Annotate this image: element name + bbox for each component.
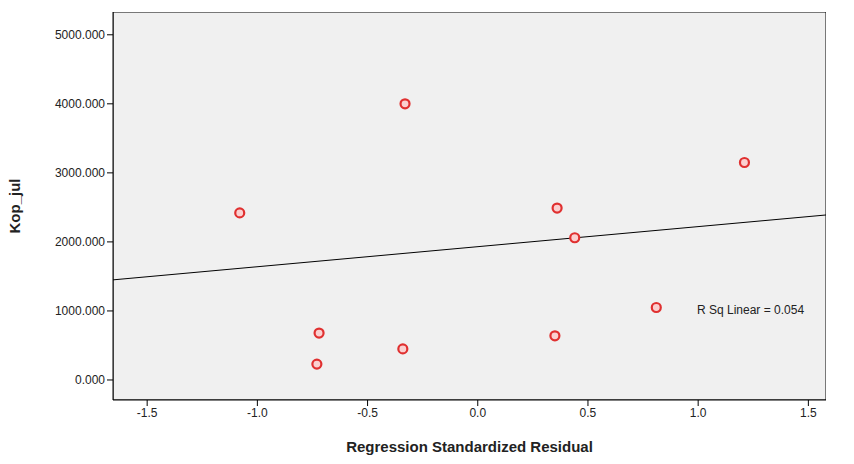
svg-text:Regression Standardized Residu: Regression Standardized Residual [346,438,593,455]
svg-text:-1.5: -1.5 [137,406,158,420]
svg-text:0.0: 0.0 [469,406,486,420]
svg-text:1.5: 1.5 [800,406,817,420]
svg-text:3000.000: 3000.000 [55,166,105,180]
svg-text:Kop_jul: Kop_jul [6,179,23,234]
html-text:R Sq Linear = 0.054: R Sq Linear = 0.054 [697,303,805,317]
svg-text:0.000: 0.000 [75,373,105,387]
svg-text:1.0: 1.0 [690,406,707,420]
svg-text:5000.000: 5000.000 [55,28,105,42]
svg-text:1000.000: 1000.000 [55,304,105,318]
svg-text:4000.000: 4000.000 [55,97,105,111]
svg-text:-0.5: -0.5 [357,406,378,420]
svg-text:0.5: 0.5 [580,406,597,420]
svg-text:-1.0: -1.0 [247,406,268,420]
svg-text:2000.000: 2000.000 [55,235,105,249]
